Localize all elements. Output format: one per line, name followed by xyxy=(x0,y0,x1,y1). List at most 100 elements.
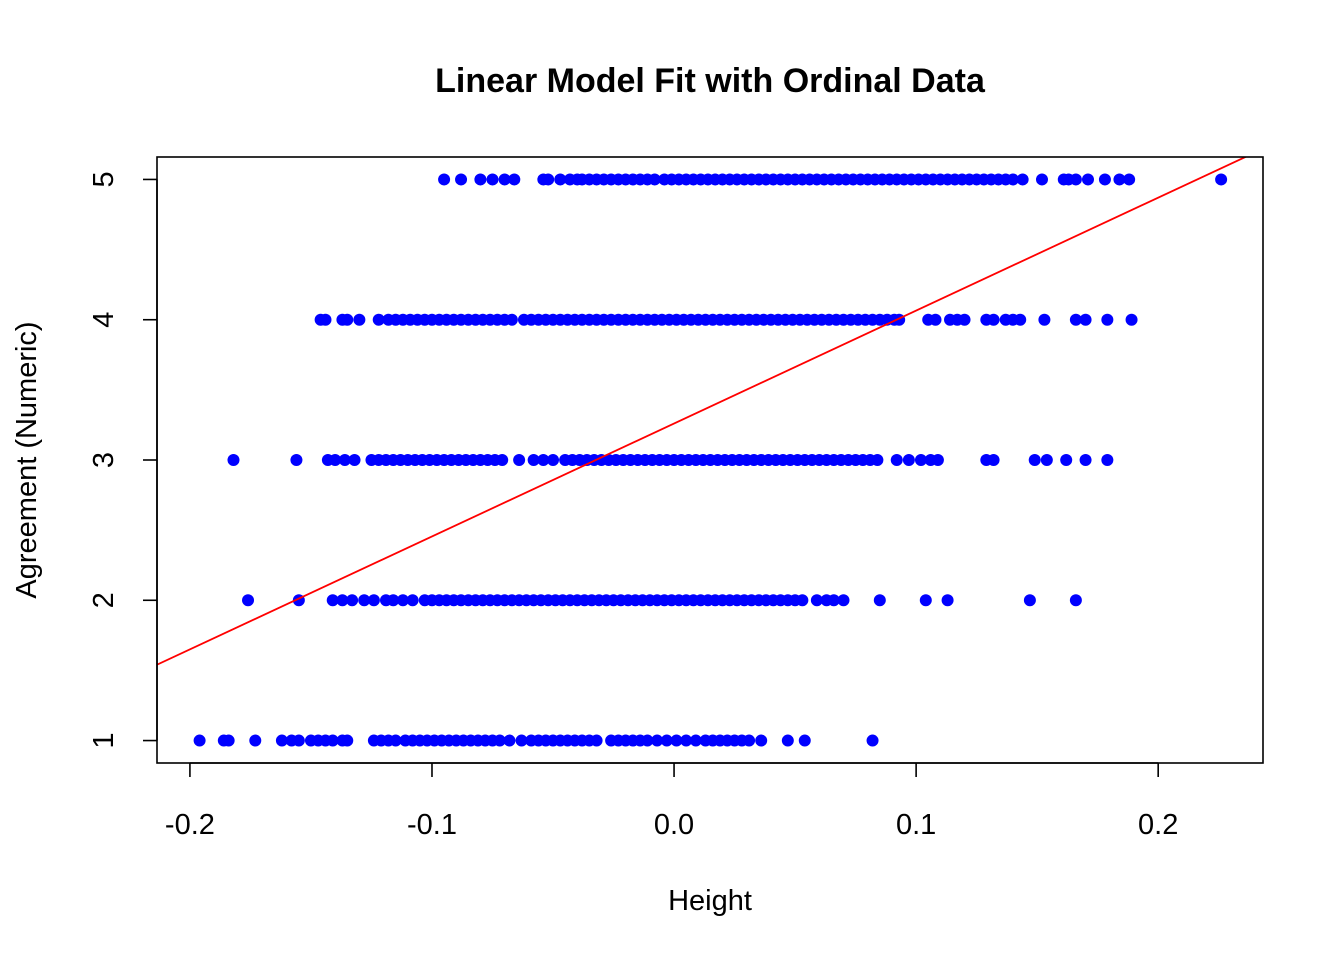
data-point xyxy=(648,173,661,186)
data-point xyxy=(890,454,903,466)
chart-title: Linear Model Fit with Ordinal Data xyxy=(435,62,986,100)
data-point xyxy=(1038,313,1051,326)
data-point xyxy=(871,454,884,466)
data-point xyxy=(389,734,402,747)
data-point xyxy=(341,734,354,747)
data-point xyxy=(1125,313,1138,326)
data-point xyxy=(387,594,400,607)
data-point xyxy=(242,594,255,607)
data-point xyxy=(367,594,380,607)
data-point xyxy=(1069,173,1082,186)
data-point xyxy=(670,734,683,747)
data-point xyxy=(338,454,351,466)
data-point xyxy=(902,454,915,466)
data-point xyxy=(554,173,567,186)
data-point xyxy=(227,454,240,466)
data-point xyxy=(290,454,303,466)
data-point xyxy=(837,594,850,607)
data-point xyxy=(1035,173,1048,186)
data-point xyxy=(987,454,1000,466)
data-point xyxy=(527,454,540,466)
data-point xyxy=(931,454,944,466)
y-tick-label: 4 xyxy=(88,312,120,328)
data-point xyxy=(798,734,811,747)
data-point xyxy=(651,734,664,747)
data-point xyxy=(329,454,342,466)
data-point xyxy=(542,173,555,186)
data-point xyxy=(1060,454,1073,466)
data-point xyxy=(810,594,823,607)
data-point xyxy=(474,173,487,186)
data-point xyxy=(755,734,768,747)
data-point xyxy=(941,594,954,607)
data-point xyxy=(326,594,339,607)
data-point xyxy=(515,734,528,747)
data-point xyxy=(914,454,927,466)
data-point xyxy=(1069,594,1082,607)
data-point xyxy=(1079,313,1092,326)
y-axis-label: Agreement (Numeric) xyxy=(11,321,43,598)
fit-layer xyxy=(157,157,1248,666)
data-point xyxy=(689,734,702,747)
data-point xyxy=(987,313,1000,326)
data-point xyxy=(222,734,235,747)
data-point xyxy=(1098,173,1111,186)
y-tick-label: 2 xyxy=(88,592,120,608)
data-point xyxy=(346,594,359,607)
data-point xyxy=(1016,173,1029,186)
data-point xyxy=(341,313,354,326)
data-point xyxy=(866,734,879,747)
points-layer xyxy=(193,173,1228,747)
data-point xyxy=(1081,173,1094,186)
data-point xyxy=(660,734,673,747)
data-point xyxy=(292,734,305,747)
x-tick-label: 0.0 xyxy=(654,809,694,841)
data-point xyxy=(496,454,509,466)
data-point xyxy=(1113,173,1126,186)
data-point xyxy=(486,173,499,186)
data-point xyxy=(1079,454,1092,466)
data-point xyxy=(796,594,809,607)
data-point xyxy=(358,594,371,607)
data-point xyxy=(505,313,518,326)
data-point xyxy=(1123,173,1136,186)
data-point xyxy=(319,313,332,326)
data-point xyxy=(193,734,206,747)
data-point xyxy=(372,313,385,326)
data-point xyxy=(336,594,349,607)
data-point xyxy=(1101,454,1114,466)
data-point xyxy=(503,734,516,747)
data-point xyxy=(493,734,506,747)
data-point xyxy=(919,594,932,607)
data-point xyxy=(498,173,511,186)
data-point xyxy=(1028,454,1041,466)
data-point xyxy=(353,313,366,326)
data-point xyxy=(1014,313,1027,326)
data-point xyxy=(1006,173,1019,186)
data-point xyxy=(929,313,942,326)
y-tick-label: 3 xyxy=(88,452,120,468)
x-axis-label: Height xyxy=(668,885,752,917)
data-point xyxy=(1215,173,1228,186)
data-point xyxy=(406,594,419,607)
data-point xyxy=(680,734,693,747)
data-point xyxy=(513,454,526,466)
data-point xyxy=(641,734,654,747)
data-point xyxy=(438,173,451,186)
data-point xyxy=(873,594,886,607)
data-point xyxy=(348,454,361,466)
data-point xyxy=(1023,594,1036,607)
data-point xyxy=(827,594,840,607)
x-tick-label: -0.2 xyxy=(165,809,215,841)
data-point xyxy=(1101,313,1114,326)
data-point xyxy=(275,734,288,747)
data-point xyxy=(590,734,603,747)
data-point xyxy=(326,734,339,747)
fit-line xyxy=(157,157,1248,666)
data-point xyxy=(396,594,409,607)
x-axis: -0.2 -0.1 0.0 0.1 0.2 xyxy=(165,762,1178,841)
y-tick-label: 1 xyxy=(88,732,120,748)
data-point xyxy=(508,173,521,186)
x-tick-label: -0.1 xyxy=(407,809,457,841)
